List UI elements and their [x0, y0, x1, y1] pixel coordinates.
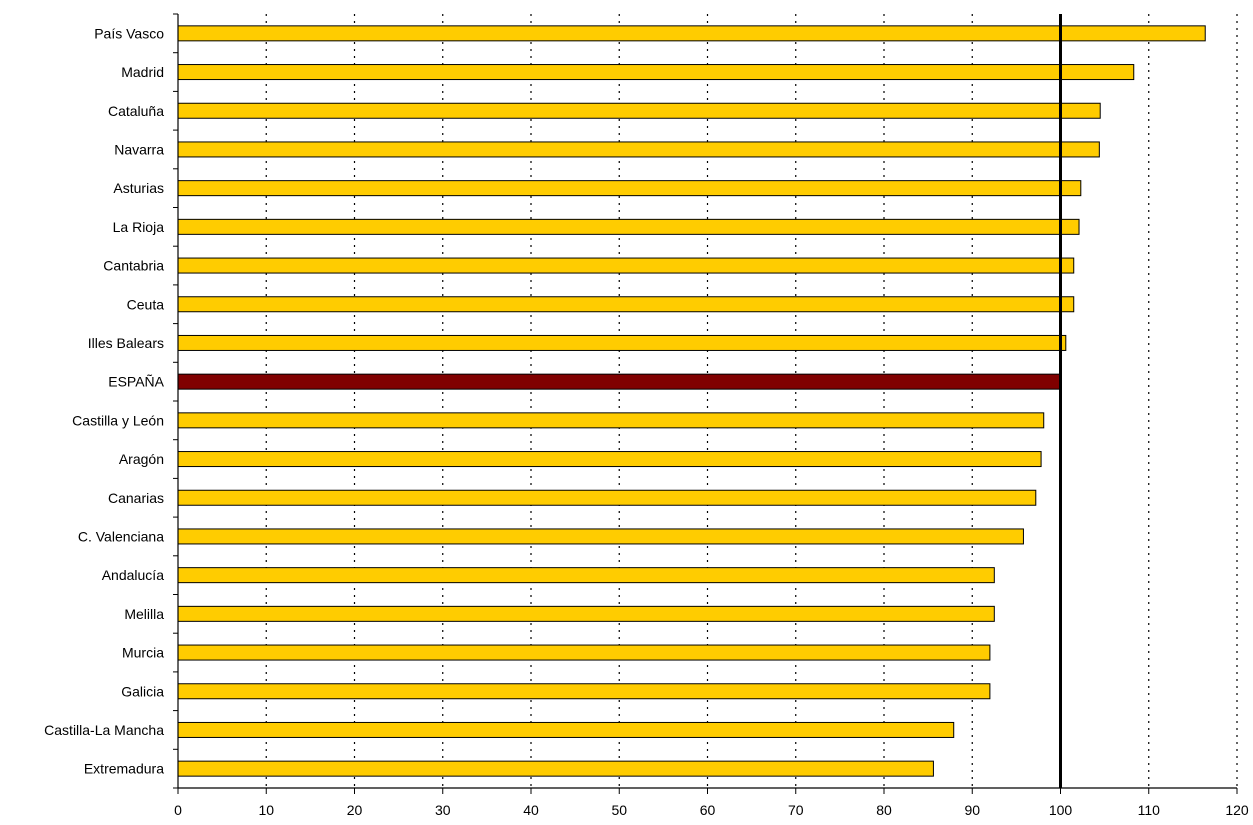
x-tick-label: 110: [1138, 802, 1161, 818]
category-label: Illes Balears: [88, 335, 164, 351]
category-label: País Vasco: [94, 25, 164, 41]
category-label: Navarra: [114, 141, 164, 157]
x-tick-labels: 0 10 20 30 40 50 60 70 80 90 100 110 120: [174, 802, 1249, 818]
category-label: Andalucía: [102, 567, 164, 583]
x-tick-label: 50: [611, 802, 627, 818]
bar-illes-balears: [177, 334, 1067, 351]
bar-cataluña: [177, 102, 1101, 119]
bar-cantabria: [177, 257, 1075, 274]
category-label: Melilla: [124, 606, 164, 622]
bar-asturias: [177, 180, 1082, 197]
x-tick-label: 100: [1049, 802, 1073, 818]
bar-murcia: [177, 644, 991, 661]
category-label: Murcia: [122, 645, 164, 661]
category-label: Cataluña: [108, 103, 164, 119]
bar-castilla-y-león: [177, 412, 1045, 429]
x-tick-label: 40: [523, 802, 539, 818]
category-label: Castilla y León: [72, 412, 164, 428]
category-label: Asturias: [113, 180, 164, 196]
x-tick-label: 80: [876, 802, 892, 818]
x-tick-label: 30: [435, 802, 451, 818]
bar-melilla: [177, 605, 995, 622]
bar-españa: [177, 373, 1061, 390]
category-label: Canarias: [108, 490, 164, 506]
x-tick-label: 120: [1225, 802, 1249, 818]
bar-la-rioja: [177, 218, 1080, 235]
x-tick-label: 60: [700, 802, 716, 818]
category-label: Castilla-La Mancha: [44, 722, 164, 738]
bar-castilla-la-mancha: [177, 721, 955, 738]
category-label: Galicia: [121, 683, 164, 699]
category-label: Aragón: [119, 451, 164, 467]
bar-ceuta: [177, 296, 1075, 313]
bar-aragón: [177, 451, 1042, 468]
bar-canarias: [177, 489, 1037, 506]
category-label: C. Valenciana: [78, 528, 164, 544]
category-label: La Rioja: [113, 219, 165, 235]
bar-galicia: [177, 683, 991, 700]
bar-andalucía: [177, 567, 995, 584]
x-tick-label: 0: [174, 802, 182, 818]
gridlines: [265, 14, 1238, 788]
bar-c-valenciana: [177, 528, 1024, 545]
bar-navarra: [177, 141, 1100, 158]
bars: [177, 25, 1206, 777]
bar-madrid: [177, 64, 1135, 81]
category-labels: País Vasco Madrid Cataluña Navarra Asturias L…: [44, 25, 165, 776]
category-label: Ceuta: [127, 296, 165, 312]
axes: [173, 13, 1238, 794]
x-tick-label: 90: [964, 802, 980, 818]
x-tick-label: 70: [788, 802, 804, 818]
x-tick-label: 10: [258, 802, 274, 818]
bar-país-vasco: [177, 25, 1206, 42]
category-label: Madrid: [121, 64, 164, 80]
x-tick-label: 20: [347, 802, 363, 818]
category-label: Cantabria: [103, 258, 164, 274]
category-label: Extremadura: [84, 761, 164, 777]
category-label: ESPAÑA: [108, 374, 164, 390]
bar-extremadura: [177, 760, 934, 777]
